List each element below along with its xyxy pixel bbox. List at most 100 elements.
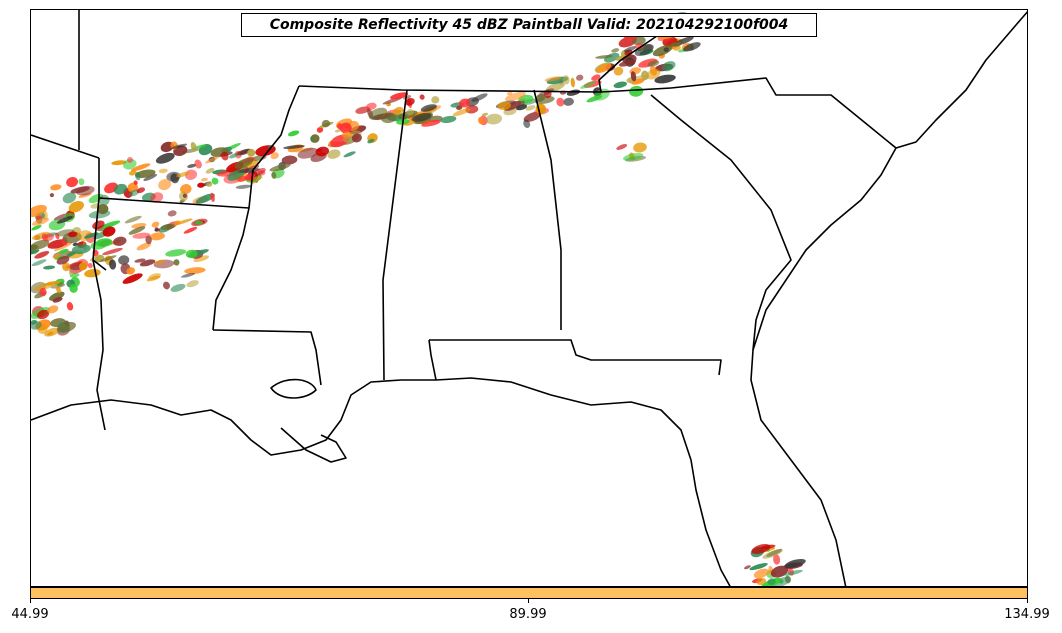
paintball-blob [481, 112, 489, 117]
paintball-blob [34, 250, 50, 259]
paintball-blob [773, 576, 791, 586]
paintball-blob [99, 255, 117, 262]
paintball-blob [170, 283, 186, 292]
paintball-blob [586, 95, 603, 103]
paintball-blob [71, 244, 91, 255]
paintball-blob [595, 62, 612, 74]
paintball-blob [113, 236, 127, 246]
paintball-blob [576, 74, 584, 81]
paintball-blob [70, 186, 90, 194]
border-tn-south [298, 85, 672, 93]
paintball-blob [32, 217, 49, 226]
coast-atlantic [895, 11, 1027, 149]
paintball-blob [235, 184, 252, 189]
paintball-blob [84, 268, 101, 278]
paintball-blob [124, 215, 142, 224]
paintball-blob [393, 106, 404, 116]
paintball-blob [57, 281, 65, 287]
paintball-blob [136, 187, 146, 194]
paintball-blob [126, 267, 136, 275]
paintball-blob [148, 273, 161, 280]
border-tx-la [92, 259, 106, 431]
paintball-blob [283, 145, 305, 149]
paintball-blob [109, 259, 117, 270]
colorbar-tick-mark-left [30, 599, 31, 603]
paintball-blob [100, 220, 121, 229]
paintball-blob [351, 133, 362, 143]
paintball-blob [78, 178, 85, 186]
paintball-blob [135, 172, 141, 181]
paintball-blob [194, 220, 204, 225]
paintball-blob [132, 232, 151, 239]
paintball-blob [773, 554, 781, 565]
paintball-blob [184, 267, 206, 275]
paintball-blob [368, 107, 388, 121]
paintball-blob [62, 262, 71, 272]
paintball-blob [562, 75, 570, 85]
paintball-blob [128, 170, 137, 176]
paintball-blob [134, 258, 146, 263]
paintball-blob [128, 226, 146, 235]
border-al-ga [533, 89, 562, 330]
paintball-blob [56, 256, 70, 265]
paintball-blob [288, 130, 300, 137]
paintball-blob [234, 157, 254, 169]
paintball-blob [66, 302, 74, 311]
paintball-blob [154, 259, 166, 265]
paintball-blob [630, 71, 637, 82]
border-fl-ga [429, 339, 722, 376]
paintball-blob [666, 65, 673, 70]
map-canvas [31, 10, 1027, 586]
paintball-blob [66, 177, 79, 188]
paintball-blob [31, 239, 50, 250]
border-ar-la [92, 259, 107, 271]
paintball-blob [69, 284, 78, 293]
paintball-blob [751, 543, 771, 555]
paintball-blob [419, 94, 425, 100]
paintball-blob [623, 153, 644, 161]
paintball-blob [744, 565, 751, 570]
paintball-blob [766, 548, 783, 557]
border-nc-sc [670, 77, 897, 149]
paintball-layer [31, 11, 806, 586]
paintball-blob [160, 223, 176, 231]
paintball-blob [431, 96, 440, 104]
paintball-blob [149, 232, 166, 241]
paintball-blob [68, 271, 74, 276]
paintball-blob [167, 210, 177, 217]
paintball-blob [77, 230, 93, 242]
paintball-blob [49, 193, 54, 198]
map-title: Composite Reflectivity 45 dBZ Paintball … [241, 13, 817, 37]
paintball-blob [205, 167, 215, 174]
paintball-blob [111, 160, 127, 166]
paintball-blob [440, 115, 457, 124]
paintball-blob [31, 249, 40, 256]
paintball-blob [72, 242, 78, 246]
coast-gulf-west [31, 379, 436, 456]
border-mo-ar [31, 134, 100, 159]
paintball-blob [563, 97, 574, 106]
paintball-blob [613, 66, 624, 76]
paintball-blob [405, 98, 415, 106]
colorbar-tick-mark-right [1027, 599, 1028, 603]
paintball-blob [66, 251, 77, 257]
paintball-blob [158, 168, 168, 174]
coast-sc-ga [750, 147, 897, 586]
paintball-blob [205, 156, 220, 164]
paintball-blob [87, 263, 93, 269]
paintball-blob [155, 152, 175, 164]
paintball-blob [151, 221, 160, 228]
paintball-blob [281, 155, 298, 165]
paintball-blob [68, 200, 84, 213]
paintball-blob [390, 92, 409, 100]
paintball-blob [39, 288, 47, 297]
paintball-blob [327, 149, 341, 159]
paintball-blob [458, 98, 471, 108]
paintball-blob [756, 577, 767, 586]
paintball-blob [195, 193, 215, 204]
paintball-blob [206, 181, 213, 187]
paintball-blob [310, 137, 315, 141]
paintball-blob [49, 291, 65, 301]
state-borders [31, 10, 1027, 586]
paintball-blob [611, 48, 620, 53]
